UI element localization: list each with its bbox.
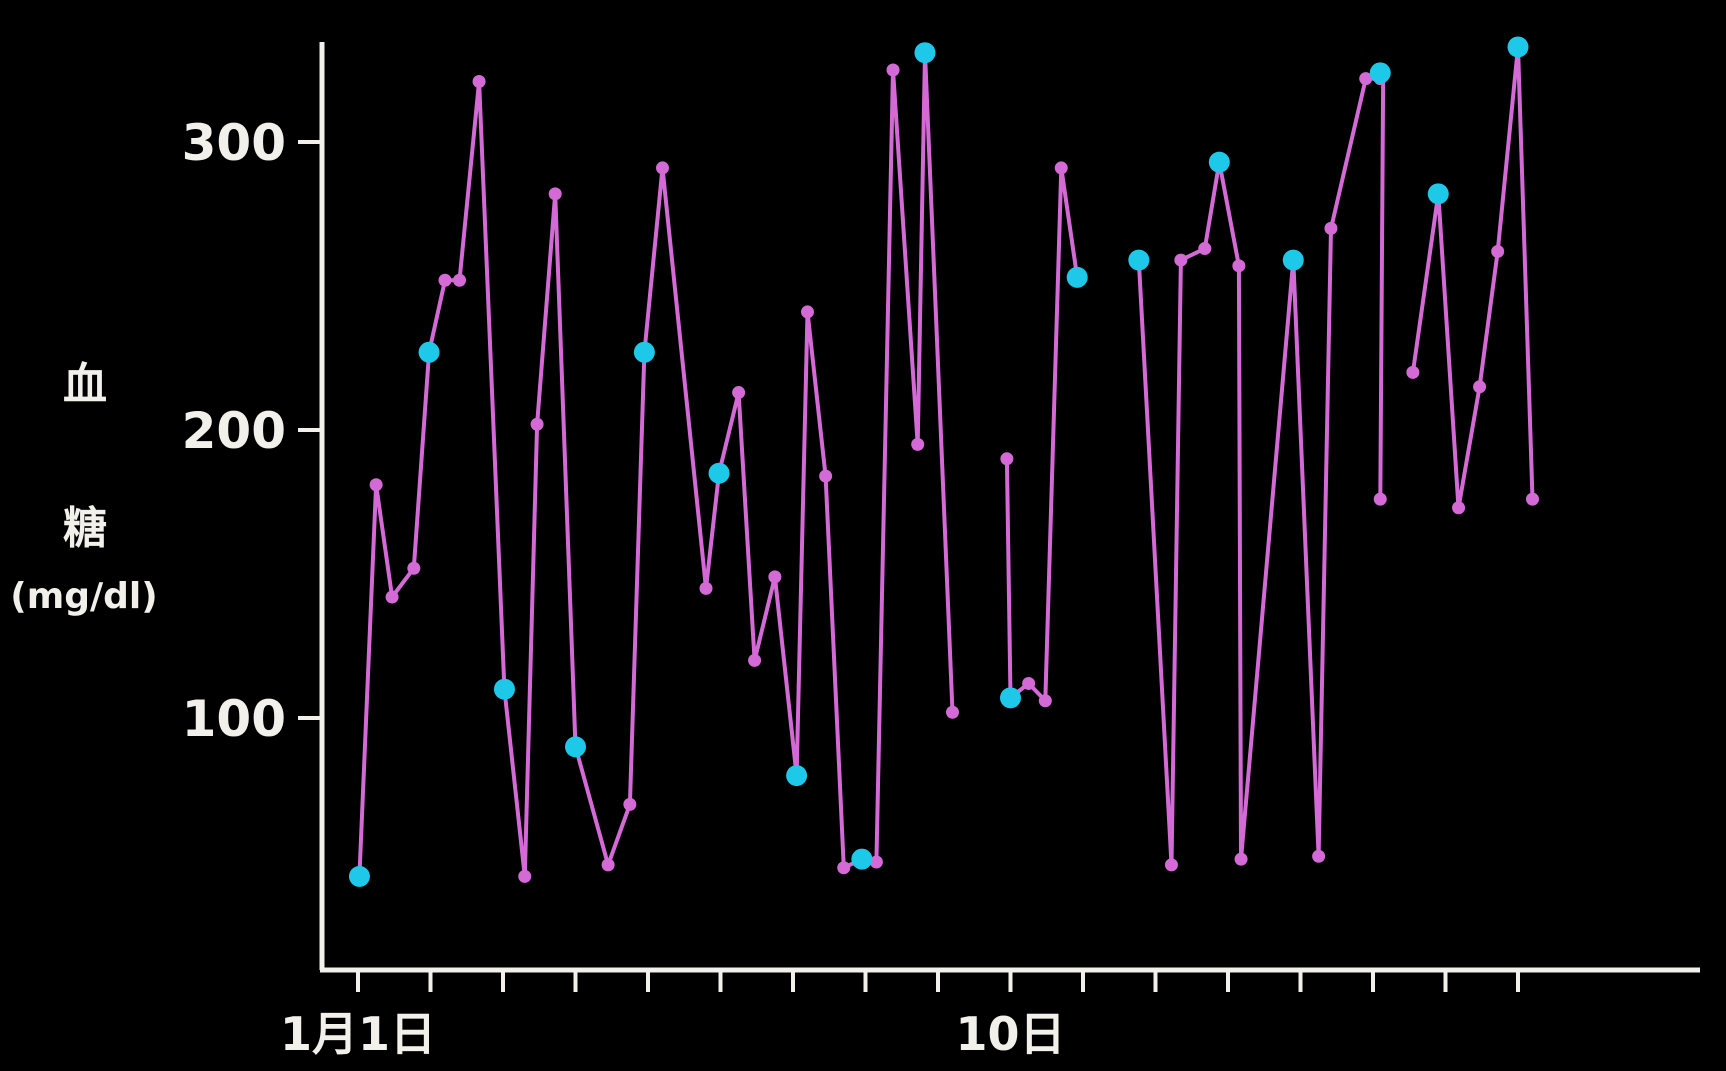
y-axis-label-char-2: 糖 (63, 503, 107, 554)
data-point-2-6 (1234, 852, 1248, 866)
series-0-segment-0 (357, 50, 955, 879)
highlight-point-16 (1507, 36, 1529, 58)
data-point-0-13 (601, 858, 615, 872)
data-point-0-24 (819, 469, 833, 483)
series-0-segment-2 (1136, 70, 1386, 867)
data-point-0-21 (768, 570, 782, 584)
data-point-2-8 (1312, 849, 1326, 863)
data-point-2-1 (1164, 858, 1178, 872)
data-point-0-28 (886, 63, 900, 77)
data-point-3-0 (1406, 365, 1420, 379)
data-point-0-5 (438, 273, 452, 287)
data-point-1-3 (1038, 694, 1052, 708)
highlight-point-8 (914, 42, 936, 64)
data-point-0-29 (911, 437, 925, 451)
data-point-0-23 (801, 305, 814, 319)
y-axis-label-char-1: 血 (63, 359, 107, 410)
data-point-1-4 (1054, 161, 1068, 175)
data-point-0-9 (518, 869, 532, 883)
data-point-0-27 (869, 855, 883, 869)
data-point-3-6 (1526, 492, 1539, 506)
data-point-3-4 (1491, 244, 1505, 258)
highlight-point-6 (786, 765, 808, 787)
data-point-2-2 (1174, 253, 1188, 267)
highlight-point-9 (1000, 687, 1021, 709)
data-point-0-3 (407, 561, 421, 575)
data-point-2-9 (1324, 221, 1338, 235)
highlight-point-15 (1427, 183, 1449, 205)
series-0-segment-1 (1004, 165, 1080, 703)
tick-labels: 100 200 300 1月1日 10日 (182, 114, 1066, 1061)
data-point-0-1 (369, 478, 383, 492)
data-point-0-20 (748, 653, 762, 667)
data-point-0-14 (623, 797, 637, 811)
highlight-point-1 (418, 341, 440, 363)
highlight-point-12 (1208, 151, 1230, 173)
data-point-2-3 (1198, 242, 1212, 256)
data-point-0-2 (385, 590, 399, 604)
x-tick-label-0: 1月1日 (280, 1007, 436, 1061)
highlight-point-2 (493, 678, 515, 700)
y-tick-label-200: 200 (182, 402, 286, 460)
series-lines (357, 45, 1535, 879)
highlight-point-4 (633, 341, 655, 363)
data-point-0-25 (837, 861, 851, 875)
data-point-0-6 (453, 273, 466, 287)
series-0-segment-3 (1410, 45, 1535, 510)
data-point-1-2 (1022, 676, 1036, 690)
data-point-3-2 (1452, 501, 1466, 515)
highlight-point-5 (708, 462, 730, 484)
highlight-point-14 (1369, 62, 1391, 84)
data-point-0-17 (699, 581, 713, 595)
highlight-point-3 (565, 736, 586, 758)
highlight-point-10 (1066, 266, 1088, 288)
axes (298, 42, 1700, 992)
y-tick-label-300: 300 (182, 114, 286, 172)
data-point-2-13 (1373, 492, 1387, 506)
highlight-point-11 (1128, 249, 1150, 271)
series-points (352, 40, 1539, 883)
data-point-0-10 (530, 417, 544, 431)
data-point-0-19 (732, 386, 746, 400)
highlighted-points (348, 36, 1529, 887)
x-tick-label-1: 10日 (955, 1007, 1065, 1061)
highlight-point-0 (348, 865, 370, 887)
data-point-0-11 (548, 187, 562, 201)
y-axis-label-unit: (mg/dl) (10, 576, 158, 617)
data-point-1-0 (1000, 452, 1014, 466)
data-point-2-5 (1232, 259, 1246, 273)
highlight-point-7 (851, 848, 873, 870)
data-point-3-3 (1473, 380, 1487, 394)
data-point-0-16 (656, 161, 669, 175)
data-point-0-7 (472, 75, 486, 89)
data-point-2-10 (1359, 72, 1373, 86)
data-point-0-31 (946, 705, 959, 719)
highlight-point-13 (1282, 249, 1304, 271)
y-tick-label-100: 100 (182, 690, 286, 748)
